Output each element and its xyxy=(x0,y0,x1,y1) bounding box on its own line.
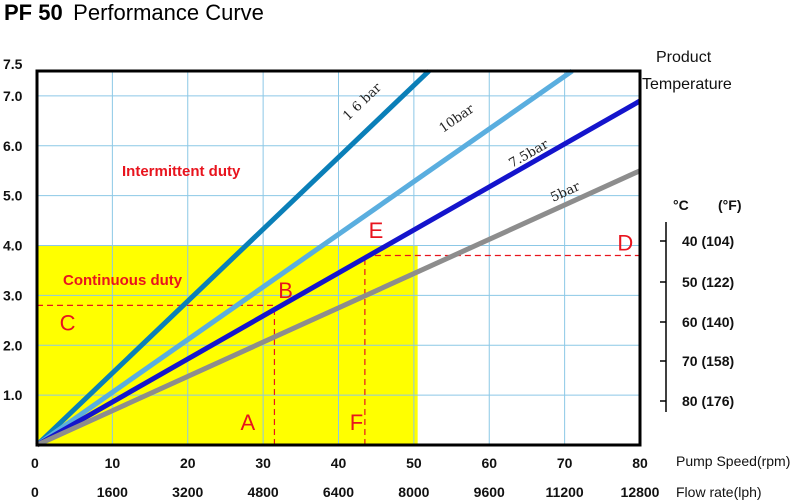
y-tick-label: 7.0 xyxy=(3,88,23,104)
plot-frame xyxy=(35,69,642,447)
point-label-b: B xyxy=(278,278,293,303)
intermittent-duty-label: Intermittent duty xyxy=(122,163,241,180)
x1-tick-label: 30 xyxy=(255,455,271,471)
y-tick-label: 5.0 xyxy=(3,188,23,204)
point-label-a: A xyxy=(241,410,256,435)
x2-tick-label: 8000 xyxy=(398,484,429,500)
x2-tick-label: 9600 xyxy=(474,484,505,500)
x2-tick-label: 0 xyxy=(31,484,39,500)
x1-tick-label: 50 xyxy=(406,455,422,471)
temp-label: 70 (158) xyxy=(682,353,734,369)
x1-tick-label: 60 xyxy=(481,455,497,471)
temperature-scale: 40 (104) 50 (122) 60 (140) 70 (158) 80 (176) xyxy=(660,222,734,412)
temp-label: 80 (176) xyxy=(682,393,734,409)
temp-label: 40 (104) xyxy=(682,233,734,249)
point-label-f: F xyxy=(350,410,363,435)
continuous-duty-label: Continuous duty xyxy=(63,272,183,289)
series-label-1: 10bar xyxy=(437,101,478,136)
x1-tick-label: 10 xyxy=(105,455,121,471)
x2-axis-label: Flow rate(lph) xyxy=(676,484,762,500)
grid xyxy=(37,71,640,445)
side-label-temperature: Temperature xyxy=(642,76,732,93)
y-tick-label: 7.5 xyxy=(3,56,23,72)
x1-tick-label: 80 xyxy=(632,455,648,471)
y-tick-label: 2.0 xyxy=(3,337,23,353)
y-tick-label: 1.0 xyxy=(3,387,23,403)
x1-axis-label: Pump Speed(rpm) xyxy=(676,453,790,469)
point-label-e: E xyxy=(369,218,384,243)
point-label-d: D xyxy=(617,231,633,256)
axes: 1.0 2.0 3.0 4.0 5.0 6.0 7.0 7.5 0 10 20 30 40 50 60 70 8… xyxy=(3,56,790,500)
x1-tick-label: 70 xyxy=(557,455,573,471)
x2-tick-label: 12800 xyxy=(621,484,660,500)
temp-label: 60 (140) xyxy=(682,314,734,330)
series-line-1 xyxy=(35,68,574,448)
x1-tick-label: 20 xyxy=(180,455,196,471)
x2-tick-label: 6400 xyxy=(323,484,354,500)
temp-header-c: °C xyxy=(673,197,689,213)
y-tick-label: 3.0 xyxy=(3,287,23,303)
series-line-3 xyxy=(35,168,642,448)
side-label-product: Product xyxy=(656,49,712,66)
svg-text:PF 50 Performance Curve: PF 50 Performance Curve xyxy=(4,0,264,25)
x1-tick-label: 0 xyxy=(31,455,39,471)
point-label-c: C xyxy=(60,310,76,335)
series-line-2 xyxy=(35,98,642,448)
temp-header-f: (°F) xyxy=(718,197,741,213)
y-tick-label: 6.0 xyxy=(3,138,23,154)
series-line-0 xyxy=(35,69,431,447)
chart-title: Performance Curve xyxy=(73,0,264,25)
x2-tick-label: 1600 xyxy=(97,484,128,500)
chart-title-model: PF 50 xyxy=(4,0,63,25)
x2-tick-label: 11200 xyxy=(546,484,584,500)
x2-tick-label: 4800 xyxy=(248,484,279,500)
x1-tick-label: 40 xyxy=(331,455,347,471)
x2-tick-label: 3200 xyxy=(172,484,203,500)
temp-label: 50 (122) xyxy=(682,274,734,290)
y-tick-label: 4.0 xyxy=(3,238,23,254)
